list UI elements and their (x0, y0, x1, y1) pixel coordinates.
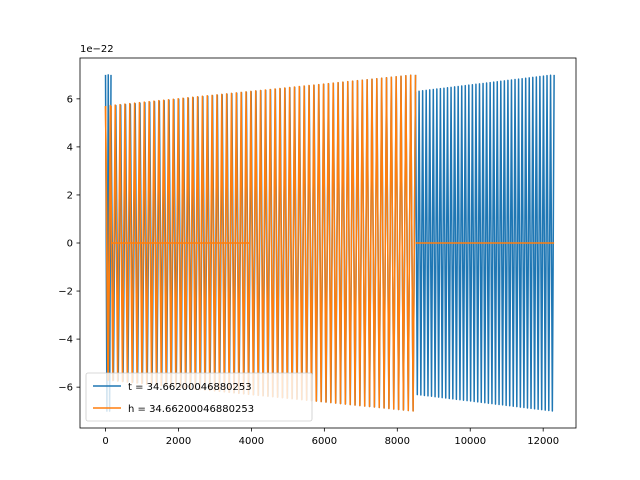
y-tick-label: −2 (58, 287, 73, 298)
y-tick-label: 0 (67, 239, 73, 250)
y-tick-label: 2 (67, 190, 73, 201)
x-tick-label: 12000 (527, 436, 559, 447)
series-1-segment-2 (104, 74, 417, 412)
y-offset-text: 1e−22 (80, 44, 114, 55)
legend-label-h: h = 34.66200046880253 (128, 404, 254, 415)
x-axis-ticks: 0 2000 4000 6000 8000 10000 12000 (102, 428, 559, 447)
legend: t = 34.66200046880253 h = 34.66200046880… (85, 372, 313, 422)
x-tick-label: 10000 (454, 436, 486, 447)
x-tick-label: 4000 (239, 436, 264, 447)
x-tick-label: 8000 (385, 436, 410, 447)
x-tick-label: 2000 (166, 436, 191, 447)
y-tick-label: −4 (58, 335, 73, 346)
y-axis-ticks: −6 −4 −2 0 2 4 6 (58, 94, 80, 394)
y-tick-label: 4 (67, 142, 73, 153)
y-tick-label: −6 (58, 383, 73, 394)
legend-label-t: t = 34.66200046880253 (128, 382, 252, 393)
x-tick-label: 6000 (312, 436, 337, 447)
legend-frame (85, 372, 313, 422)
y-tick-label: 6 (67, 94, 73, 105)
x-tick-label: 0 (102, 436, 108, 447)
series-0-segment-2 (414, 74, 555, 412)
series-0-segment-0 (104, 74, 112, 412)
